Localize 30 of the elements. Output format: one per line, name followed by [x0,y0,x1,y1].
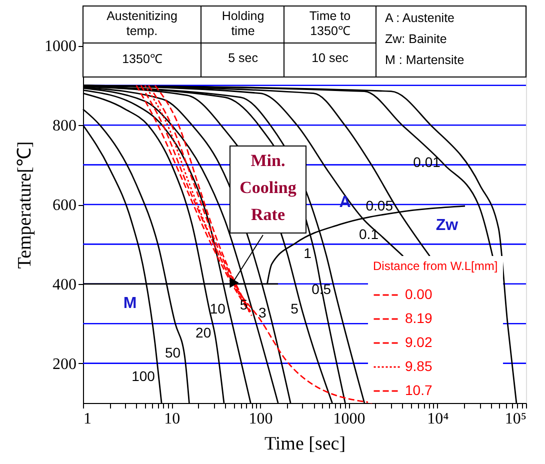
annotation: Zw [436,217,459,234]
annotation: 5 [290,300,299,317]
y-axis-title: Temperature[℃] [14,141,36,269]
y-tick-label: 400 [52,276,76,294]
annotation: 0.1 [359,226,379,242]
annotation: 10 [210,300,226,317]
x-axis-title: Time [sec] [264,434,346,454]
x-tick-label: 10 [164,410,180,428]
legend-label: 9.02 [405,334,432,350]
legend-label: 10.7 [405,382,432,398]
legend-title: Distance from W.L[mm] [373,259,498,273]
annotation: 20 [196,324,212,341]
y-tick-label: 600 [52,197,76,214]
legend-label: 8.19 [405,310,432,326]
annotation: 3 [258,304,266,321]
x-tick-label: 10⁴ [427,410,450,428]
annotation: Min. Cooling Rate [240,151,297,224]
annotation: 100 [132,368,156,384]
legend-label: 0.00 [405,286,432,302]
x-tick-label: 100 [248,410,273,428]
x-tick-label: 1000 [333,410,366,428]
y-tick-label: 200 [52,356,76,373]
x-tick-label: 1 [84,410,92,428]
x-tick-label: 10⁵ [504,410,526,428]
annotation: M [123,295,137,312]
annotation: 1 [304,245,312,262]
y-tick-label: 800 [52,118,76,135]
y-tick-label: 1000 [44,38,76,56]
annotation: 50 [164,344,181,360]
legend-label: 9.85 [405,358,432,374]
